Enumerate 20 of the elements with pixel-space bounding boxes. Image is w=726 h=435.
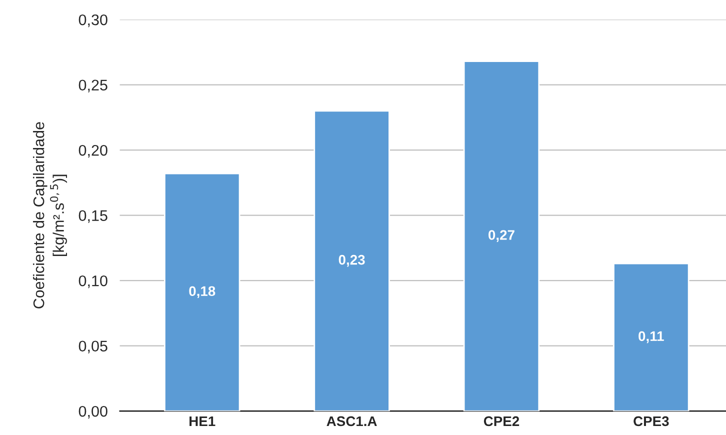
data-label: 0,11	[638, 331, 664, 344]
y-tick-label: 0,30	[78, 14, 108, 28]
x-tick-label: HE1	[190, 416, 216, 426]
y-tick-label: 0,25	[78, 80, 108, 92]
y-tick-label: 0,10	[78, 275, 108, 288]
data-label: 0,23	[338, 254, 365, 267]
x-tick-label: CPE2	[484, 416, 520, 426]
y-tick-label: 0,05	[78, 340, 108, 354]
y-tick-label: 0,20	[78, 144, 108, 158]
data-label: 0,18	[189, 286, 216, 298]
bar	[314, 110, 390, 412]
y-tick-label: 0,15	[78, 210, 108, 223]
bar	[613, 262, 690, 412]
y-axis-title: Coeficiente de Capilaridade [kg/m².s$^{0,5}$)]	[33, 122, 67, 308]
bar	[164, 172, 240, 412]
data-label: 0,27	[488, 230, 514, 242]
bar	[463, 60, 540, 412]
x-tick-label: ASC1.A	[326, 416, 377, 426]
y-tick-label: 0,00	[78, 406, 108, 419]
x-tick-label: CPE3	[634, 416, 669, 426]
